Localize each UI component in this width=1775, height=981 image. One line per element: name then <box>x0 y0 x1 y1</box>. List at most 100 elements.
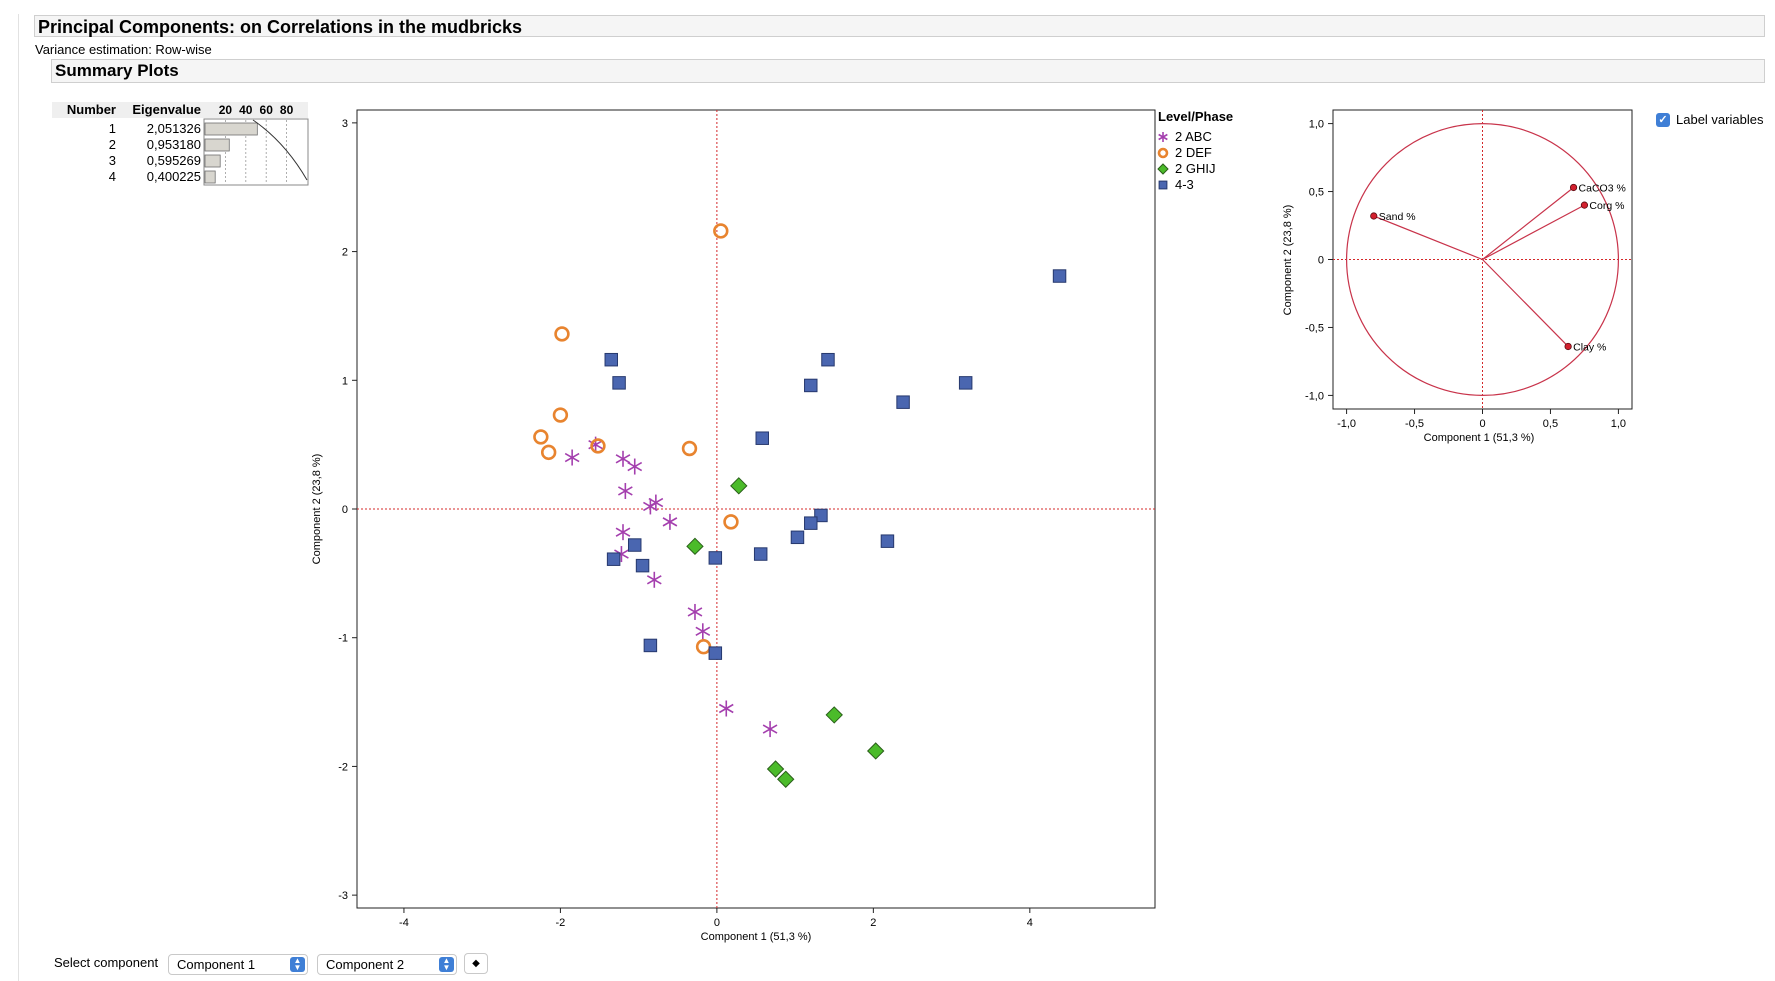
loading-point <box>1370 212 1378 220</box>
4-3-point <box>708 551 723 565</box>
4-3-point <box>604 352 619 367</box>
column-header-number: Number <box>67 102 116 117</box>
loading-point <box>1569 183 1578 192</box>
loading-x-axis-label: Component 1 (51,3 %) <box>1424 432 1535 444</box>
column-header-eigenvalue: Eigenvalue <box>132 102 201 117</box>
percent-bar <box>204 154 221 168</box>
loading-point <box>1580 201 1589 209</box>
def-point <box>713 223 729 239</box>
summary-plots-header[interactable]: Summary Plots <box>51 59 1765 83</box>
select-component-label: Select component <box>54 955 159 970</box>
y-tick-label: 2 <box>342 247 348 259</box>
eigen-number: 2 <box>109 137 116 152</box>
x-tick-label: 4 <box>1027 917 1033 929</box>
y-tick-label: 0 <box>1318 255 1324 267</box>
abc-point <box>662 513 678 530</box>
x-tick-label: 1,0 <box>1611 418 1626 430</box>
ghij-point <box>686 537 704 556</box>
eigen-value: 0,595269 <box>147 153 201 168</box>
4-3-point <box>790 530 805 545</box>
def-point <box>1157 147 1169 159</box>
y-tick-label: 0 <box>342 504 348 516</box>
loading-vector: Sand % <box>1370 211 1483 261</box>
left-divider <box>18 14 19 981</box>
abc-point <box>615 524 631 541</box>
4-3-point <box>1158 180 1168 190</box>
abc-point <box>615 450 631 467</box>
def-point <box>723 514 739 530</box>
y-tick-label: 3 <box>342 118 348 130</box>
abc-point <box>695 623 711 640</box>
table-header-bg <box>52 102 308 118</box>
percent-bar <box>204 170 216 184</box>
def-point <box>590 438 606 454</box>
label-variables-toggle[interactable]: ✓ Label variables <box>1656 112 1763 127</box>
percent-chart-frame <box>203 118 309 186</box>
legend-item[interactable]: 2 GHIJ <box>1157 161 1215 176</box>
y-tick-label: 1 <box>342 375 348 387</box>
score-y-axis-label: Component 2 (23,8 %) <box>311 454 323 565</box>
component-y-value: Component 2 <box>326 957 405 972</box>
abc-point <box>564 449 580 466</box>
up-down-arrows-icon: ▲ ▼ <box>439 957 454 972</box>
unit-circle <box>1345 122 1620 397</box>
loading-vector: Clay % <box>1482 259 1606 353</box>
ghij-point <box>1157 163 1169 175</box>
abc-point <box>762 721 778 738</box>
4-3-point <box>643 638 658 653</box>
x-tick-label: 2 <box>870 917 876 929</box>
legend-item[interactable]: 2 ABC <box>1158 129 1212 144</box>
4-3-point <box>753 547 768 561</box>
legend-item[interactable]: 4-3 <box>1158 177 1194 192</box>
abc-point <box>646 571 662 588</box>
y-tick-label: 0,5 <box>1309 187 1324 199</box>
y-tick-label: -0,5 <box>1305 322 1324 334</box>
4-3-point <box>804 516 818 530</box>
legend-item[interactable]: 2 DEF <box>1157 145 1212 160</box>
loading-plot[interactable]: 1,0 0,5 0 -0,5 -1,0 -1,0 -0,5 0 0,5 1,0 Sand % Ca… <box>1276 104 1642 454</box>
eigen-value: 0,953180 <box>147 137 201 152</box>
def-point <box>540 444 557 461</box>
abc-point <box>1158 132 1168 142</box>
eigen-number: 1 <box>109 121 116 136</box>
report-title: Principal Components: on Correlations in… <box>38 17 523 37</box>
label-variables-checkbox[interactable]: ✓ <box>1656 112 1670 127</box>
x-tick-label: 0 <box>1479 418 1485 430</box>
component-x-select[interactable]: Component 1 ▲ ▼ <box>168 954 308 975</box>
loading-point <box>1564 342 1572 351</box>
loading-vector: Corg % <box>1482 200 1624 261</box>
percent-tick-label: 40 <box>239 103 253 117</box>
4-3-point <box>814 508 828 523</box>
x-tick-label: -0,5 <box>1405 418 1424 430</box>
x-tick-label: 0 <box>714 917 720 929</box>
4-3-point <box>821 352 835 367</box>
swap-components-button[interactable]: ◆ <box>464 953 488 974</box>
variance-estimation-note: Variance estimation: Row-wise <box>35 42 212 57</box>
legend-label: 2 DEF <box>1175 145 1212 160</box>
def-point <box>681 440 698 457</box>
loading-y-axis-label: Component 2 (23,8 %) <box>1282 205 1294 316</box>
y-tick-label: 1,0 <box>1309 119 1324 131</box>
report-header[interactable]: Principal Components: on Correlations in… <box>34 15 1765 37</box>
label-variables-label: Label variables <box>1676 112 1764 127</box>
percent-bar <box>204 138 230 152</box>
x-tick-label: 0,5 <box>1543 418 1558 430</box>
def-point <box>554 326 570 342</box>
4-3-point <box>958 376 973 390</box>
legend-label: 2 GHIJ <box>1175 161 1215 176</box>
abc-point <box>617 482 633 499</box>
cumulative-curve <box>252 119 308 181</box>
loading-label: Sand % <box>1379 211 1416 223</box>
eigen-value: 2,051326 <box>147 121 201 136</box>
ghij-point <box>866 742 885 760</box>
component-y-select[interactable]: Component 2 ▲ ▼ <box>317 954 457 975</box>
abc-point <box>718 700 734 717</box>
x-tick-label: -4 <box>399 917 409 929</box>
loading-vector: CaCO3 % <box>1482 182 1626 260</box>
legend-label: 4-3 <box>1175 177 1194 192</box>
legend-title: Level/Phase <box>1158 109 1233 124</box>
y-tick-label: -3 <box>338 890 348 902</box>
diamond-icon: ◆ <box>472 958 480 969</box>
4-3-point <box>755 431 769 445</box>
